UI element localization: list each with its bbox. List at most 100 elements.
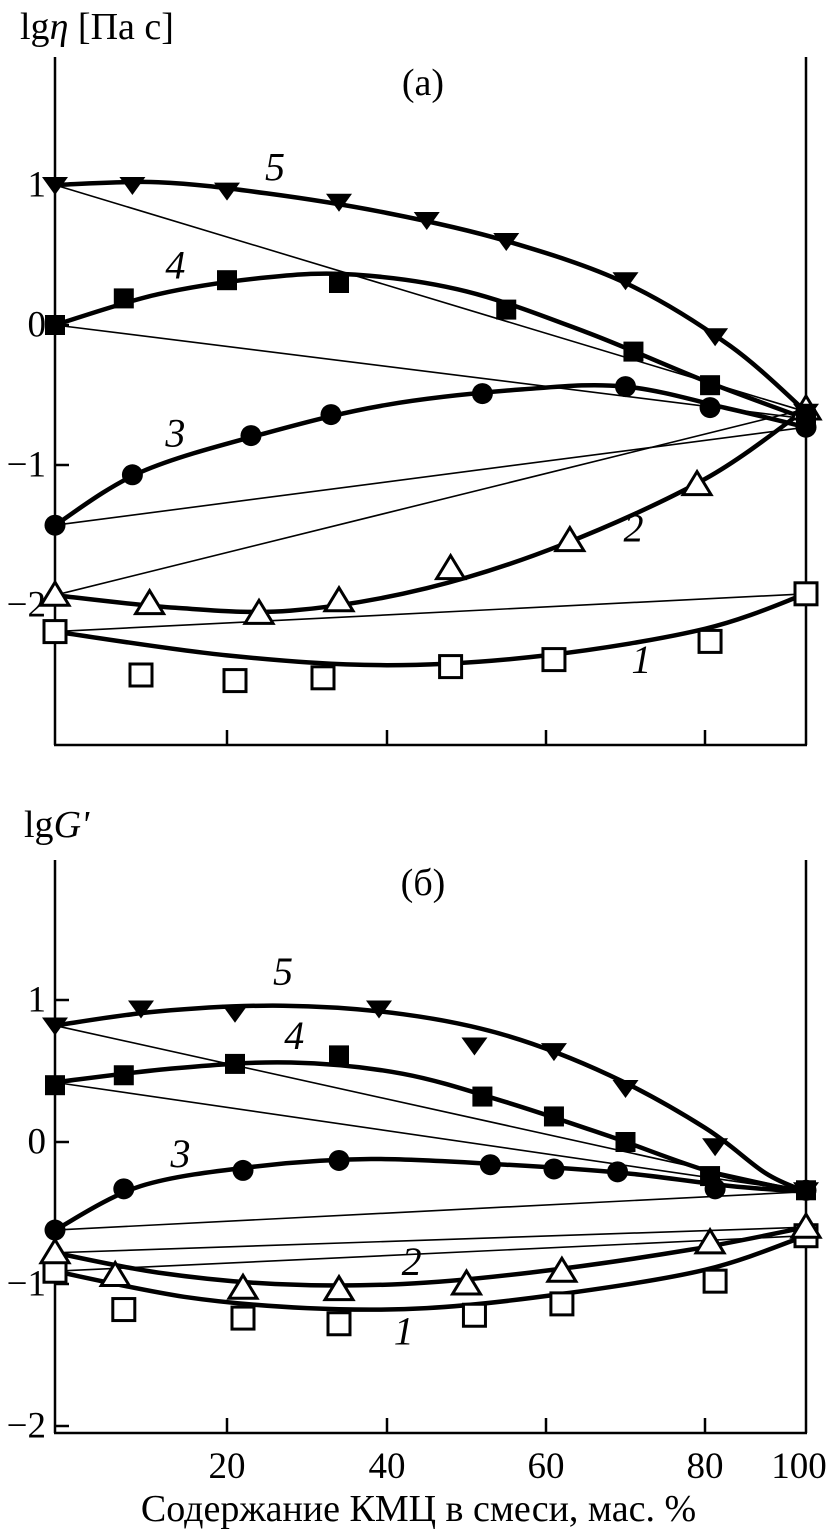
marker-b-2 (226, 1272, 260, 1300)
marker-a-5 (702, 328, 729, 347)
marker-a-1 (222, 668, 248, 694)
marker-a-2 (553, 524, 587, 553)
ylabel-a-symbol: η (49, 6, 69, 48)
marker-a-3 (699, 397, 721, 419)
marker-b-3 (232, 1159, 254, 1181)
marker-a-5 (413, 212, 440, 230)
marker-b-3 (328, 1149, 350, 1171)
ylabel-a-suffix: [Па с] (68, 6, 174, 48)
marker-b-3 (44, 1219, 66, 1241)
marker-b-5 (222, 1004, 248, 1023)
curve-b-4 (52, 1060, 809, 1194)
marker-a-4 (496, 299, 517, 320)
curve-a-4 (52, 271, 809, 422)
marker-a-2 (38, 579, 72, 607)
y-axis-title-panel-a: lgη [Па с] (20, 8, 174, 46)
curve-b-5 (52, 1003, 809, 1194)
x-tick-label: 80 (687, 1446, 724, 1487)
marker-b-5 (42, 1017, 68, 1036)
marker-a-1 (438, 654, 464, 680)
additivity-line-a-1 (54, 593, 807, 633)
marker-b-4 (45, 1075, 65, 1096)
additivity-line-b-1 (54, 1234, 807, 1273)
ylabel-a-prefix: lg (20, 6, 50, 48)
panel-b: 1 0 −1 −2 20 40 60 80 100 1 2 3 4 5 (7, 860, 827, 1487)
marker-b-5 (612, 1080, 639, 1099)
additivity-line-b-2 (54, 1226, 807, 1254)
marker-a-2 (242, 597, 276, 625)
marker-b-2 (98, 1259, 132, 1287)
marker-b-4 (700, 1166, 721, 1187)
y-tick-label-b: −1 (7, 1264, 46, 1305)
marker-a-1 (310, 665, 336, 691)
marker-b-2 (693, 1226, 727, 1255)
x-tick-label: 100 (771, 1446, 827, 1487)
marker-b-1 (230, 1305, 256, 1331)
curve-a-2 (52, 406, 809, 615)
curve-label-b-3: 3 (170, 1131, 191, 1176)
y-tick-label-a: 0 (28, 305, 47, 346)
marker-a-3 (240, 425, 262, 447)
marker-a-4 (700, 375, 721, 396)
marker-b-4 (543, 1106, 564, 1127)
marker-b-4 (329, 1045, 349, 1066)
marker-b-3 (113, 1178, 135, 1200)
marker-b-3 (543, 1158, 565, 1180)
x-axis-title: Содержание КМЦ в смеси, мас. % (140, 1488, 697, 1530)
marker-a-3 (44, 514, 66, 536)
marker-a-5 (493, 233, 520, 251)
marker-b-2 (545, 1255, 579, 1283)
marker-b-2 (322, 1273, 356, 1302)
marker-a-4 (623, 341, 644, 362)
marker-a-1 (793, 581, 819, 607)
marker-a-4 (217, 270, 237, 291)
marker-a-1 (697, 628, 723, 654)
marker-b-5 (793, 1182, 819, 1201)
marker-a-3 (121, 464, 143, 486)
marker-a-5 (326, 193, 352, 212)
marker-a-5 (119, 177, 146, 195)
panel-b-label: (б) (400, 862, 446, 904)
marker-b-1 (549, 1291, 575, 1317)
marker-a-4 (329, 273, 349, 293)
marker-b-1 (702, 1268, 728, 1294)
marker-b-4 (472, 1086, 493, 1107)
y-tick-label-a: 1 (28, 165, 47, 206)
marker-b-4 (615, 1132, 636, 1152)
marker-b-1 (111, 1297, 137, 1323)
additivity-line-a-5 (54, 184, 807, 413)
additivity-line-a-2 (54, 408, 807, 596)
additivity-line-a-3 (54, 426, 807, 526)
x-tick-label: 20 (209, 1446, 246, 1487)
marker-a-3 (471, 383, 493, 405)
ylabel-b-prefix: lg (24, 804, 54, 846)
marker-a-4 (45, 315, 65, 335)
marker-a-3 (320, 404, 342, 426)
marker-a-2 (322, 584, 356, 613)
marker-b-1 (326, 1311, 352, 1337)
marker-a-5 (612, 272, 639, 291)
marker-a-5 (214, 182, 240, 201)
marker-b-5 (366, 1000, 392, 1019)
curve-a-3 (52, 382, 809, 528)
curve-a-1 (52, 591, 809, 668)
marker-b-4 (225, 1053, 245, 1074)
x-tick-label: 40 (369, 1446, 406, 1487)
marker-b-2 (449, 1268, 484, 1296)
curve-label-a-3: 3 (164, 410, 185, 455)
marker-b-5 (461, 1037, 488, 1056)
marker-b-5 (702, 1138, 729, 1157)
curve-label-b-5: 5 (273, 949, 293, 994)
marker-b-2 (38, 1236, 72, 1265)
y-tick-label-a: −1 (7, 445, 46, 486)
y-tick-label-b: −2 (7, 1406, 46, 1447)
marker-b-2 (789, 1211, 823, 1239)
marker-b-4 (113, 1065, 134, 1086)
marker-a-4 (113, 288, 134, 309)
marker-a-1 (42, 619, 68, 645)
marker-a-1 (128, 662, 154, 688)
curve-label-b-1: 1 (394, 1308, 414, 1353)
curve-b-2 (52, 1224, 809, 1288)
